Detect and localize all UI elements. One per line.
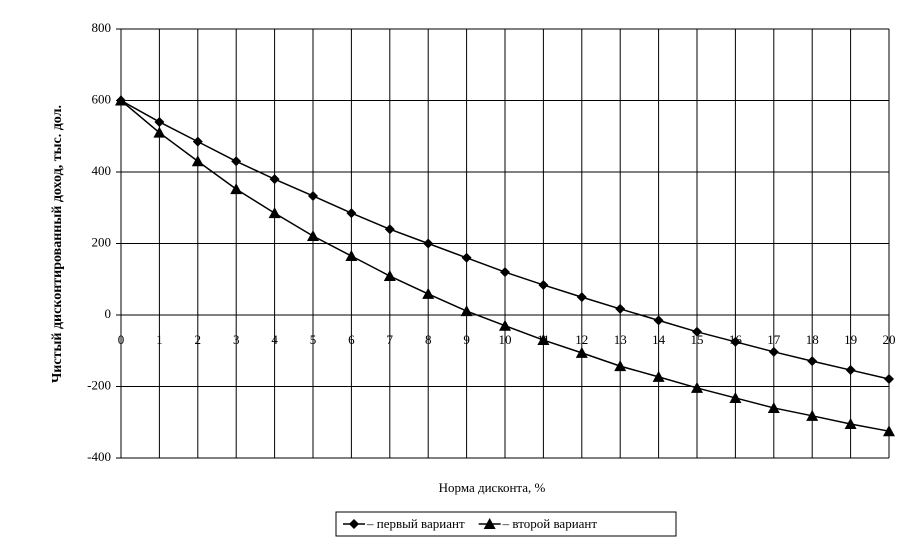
point <box>845 365 856 376</box>
x-tick-label: 9 <box>463 332 470 347</box>
point <box>730 336 741 347</box>
point <box>115 94 127 106</box>
point <box>768 346 779 357</box>
point <box>269 174 280 185</box>
point <box>154 116 165 127</box>
point <box>384 224 395 235</box>
x-tick-label: 17 <box>767 332 781 347</box>
point <box>729 391 742 403</box>
x-tick-label: 12 <box>575 332 588 347</box>
x-tick-label: 1 <box>156 332 163 347</box>
point <box>153 126 166 138</box>
x-tick-label: 13 <box>614 332 627 347</box>
y-tick-label: -200 <box>87 377 111 392</box>
point <box>461 252 472 263</box>
point <box>422 287 435 299</box>
point <box>576 292 587 303</box>
point <box>460 305 473 317</box>
legend: – первый вариант – второй вариант <box>335 511 677 537</box>
x-tick-label: 20 <box>883 332 896 347</box>
point <box>191 155 204 167</box>
legend-marker <box>483 518 496 529</box>
point <box>383 270 396 282</box>
point <box>192 136 203 147</box>
point <box>308 190 318 201</box>
point <box>423 238 434 249</box>
x-tick-label: 2 <box>195 332 202 347</box>
x-tick-label: 18 <box>806 332 819 347</box>
legend-label: – первый вариант <box>366 516 465 531</box>
y-tick-label: 200 <box>92 234 112 249</box>
point <box>884 373 894 384</box>
point <box>844 418 857 430</box>
x-tick-label: 10 <box>499 332 512 347</box>
x-tick-label: 14 <box>652 332 666 347</box>
x-tick-label: 19 <box>844 332 857 347</box>
point <box>537 334 550 346</box>
point <box>307 229 319 241</box>
x-tick-label: 8 <box>425 332 432 347</box>
y-tick-label: 0 <box>105 306 112 321</box>
point <box>767 401 780 413</box>
point <box>692 326 702 337</box>
y-axis-label: Чистый дисконтированный доход, тыс. дол. <box>50 105 65 383</box>
point <box>614 360 627 372</box>
point <box>652 370 665 382</box>
point <box>499 319 511 331</box>
point <box>500 267 510 278</box>
x-tick-label: 15 <box>691 332 704 347</box>
x-tick-label: 7 <box>387 332 394 347</box>
y-tick-label: -400 <box>87 449 111 464</box>
x-tick-label: 4 <box>271 332 278 347</box>
x-axis-label: Норма дисконта, % <box>439 480 546 495</box>
point <box>575 346 588 358</box>
x-tick-label: 3 <box>233 332 240 347</box>
point <box>615 303 626 314</box>
point <box>230 183 243 195</box>
point <box>653 315 664 326</box>
x-tick-label: 6 <box>348 332 355 347</box>
point <box>345 250 358 262</box>
y-tick-label: 600 <box>92 91 112 106</box>
point <box>538 279 549 290</box>
x-tick-label: 5 <box>310 332 317 347</box>
point <box>268 207 281 219</box>
y-tick-label: 400 <box>92 163 112 178</box>
y-tick-label: 800 <box>92 20 112 35</box>
point <box>883 425 895 437</box>
legend-box <box>335 511 677 537</box>
legend-label: – второй вариант <box>502 516 598 531</box>
point <box>691 381 703 393</box>
point <box>807 356 818 367</box>
point <box>231 156 242 167</box>
point <box>806 409 819 421</box>
legend-marker <box>349 519 359 529</box>
point <box>346 208 357 219</box>
